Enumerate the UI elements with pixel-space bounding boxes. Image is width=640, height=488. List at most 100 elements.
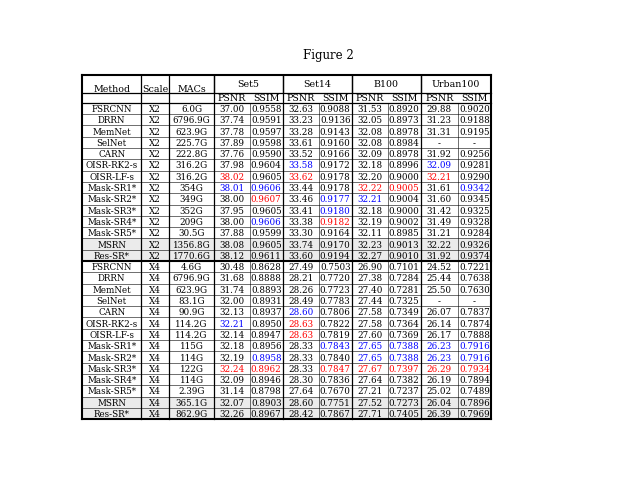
Text: 0.8984: 0.8984 [388,139,420,147]
Text: 0.8937: 0.8937 [251,308,282,317]
Text: 27.58: 27.58 [357,319,382,328]
Text: 32.24: 32.24 [219,364,244,373]
Text: 26.39: 26.39 [427,409,452,418]
Text: 122G: 122G [180,364,204,373]
Text: 6796.9G: 6796.9G [173,116,211,125]
Text: 32.00: 32.00 [220,296,244,305]
Text: 0.7751: 0.7751 [320,398,351,407]
Text: B100: B100 [374,80,399,89]
Text: 0.9195: 0.9195 [460,127,490,136]
Text: Figure 2: Figure 2 [303,49,353,62]
Text: 0.7836: 0.7836 [320,375,351,385]
Text: 115G: 115G [180,342,204,350]
Text: 0.7969: 0.7969 [460,409,490,418]
Text: 0.9606: 0.9606 [251,218,282,226]
Text: 0.7101: 0.7101 [388,263,420,272]
Text: 0.8628: 0.8628 [251,263,282,272]
Text: 0.9328: 0.9328 [460,218,490,226]
Text: 27.38: 27.38 [357,274,382,283]
Text: 0.7349: 0.7349 [388,308,419,317]
Text: 0.8920: 0.8920 [388,105,419,114]
Text: 38.00: 38.00 [220,218,244,226]
Text: -: - [438,139,441,147]
Text: 0.9342: 0.9342 [459,183,490,193]
Text: 0.9591: 0.9591 [251,116,282,125]
Text: 6796.9G: 6796.9G [173,274,211,283]
Text: MemNet: MemNet [92,127,131,136]
Text: 27.49: 27.49 [288,263,314,272]
Text: 33.61: 33.61 [288,139,313,147]
Text: 37.98: 37.98 [220,161,244,170]
Text: 0.9605: 0.9605 [251,206,282,215]
Text: 0.7397: 0.7397 [389,364,419,373]
Text: 349G: 349G [180,195,204,204]
Text: 0.9182: 0.9182 [320,218,351,226]
Text: 31.61: 31.61 [427,183,452,193]
Text: 0.9188: 0.9188 [459,116,490,125]
Text: Mask-SR5*: Mask-SR5* [87,386,136,396]
Text: Mask-SR2*: Mask-SR2* [87,353,136,362]
Text: 0.9000: 0.9000 [388,206,419,215]
Text: 0.7822: 0.7822 [320,319,351,328]
Text: X4: X4 [149,308,161,317]
Text: 0.8947: 0.8947 [251,330,282,339]
Text: Set14: Set14 [303,80,332,89]
Text: 0.9284: 0.9284 [459,229,490,238]
Text: 623.9G: 623.9G [175,285,207,294]
Text: X4: X4 [149,375,161,385]
Text: 0.9325: 0.9325 [460,206,490,215]
Text: PSNR: PSNR [287,94,315,103]
Text: 26.14: 26.14 [427,319,452,328]
Text: 28.63: 28.63 [288,330,314,339]
Text: 0.8996: 0.8996 [389,161,419,170]
Text: 26.19: 26.19 [427,375,452,385]
Text: 26.29: 26.29 [427,364,452,373]
Text: 32.08: 32.08 [357,127,382,136]
Text: 225.7G: 225.7G [175,139,208,147]
Text: 0.7840: 0.7840 [320,353,351,362]
Text: 0.9178: 0.9178 [320,172,351,182]
Text: X2: X2 [149,183,161,193]
Text: X4: X4 [149,342,161,350]
Text: FSRCNN: FSRCNN [92,105,132,114]
Text: 0.7837: 0.7837 [459,308,490,317]
Text: 27.65: 27.65 [357,353,382,362]
Text: 1770.6G: 1770.6G [173,251,211,260]
Text: 37.89: 37.89 [220,139,244,147]
Text: 31.14: 31.14 [219,386,244,396]
Text: 32.08: 32.08 [357,139,382,147]
Text: 27.71: 27.71 [357,409,382,418]
Text: FSRCNN: FSRCNN [92,263,132,272]
Text: 0.9002: 0.9002 [388,218,419,226]
Text: SelNet: SelNet [97,139,127,147]
Text: -: - [473,296,476,305]
Text: 32.20: 32.20 [357,172,382,182]
Text: X2: X2 [149,195,161,204]
Text: 0.7888: 0.7888 [459,330,490,339]
Text: X4: X4 [149,353,161,362]
Text: 0.9172: 0.9172 [320,161,351,170]
Text: 32.05: 32.05 [357,116,382,125]
Text: 0.7388: 0.7388 [388,342,419,350]
Text: 365.1G: 365.1G [175,398,207,407]
Text: MemNet: MemNet [92,285,131,294]
Text: 0.7281: 0.7281 [388,285,420,294]
Text: X4: X4 [149,409,161,418]
Text: 37.74: 37.74 [219,116,244,125]
Text: CARN: CARN [98,308,125,317]
Bar [83,76,491,419]
Text: 30.48: 30.48 [219,263,244,272]
Text: 25.02: 25.02 [427,386,452,396]
Text: 27.67: 27.67 [357,364,382,373]
Text: X4: X4 [149,296,161,305]
Text: X4: X4 [149,364,161,373]
Text: 0.9013: 0.9013 [389,240,419,249]
Text: 26.04: 26.04 [427,398,452,407]
Text: 209G: 209G [180,218,204,226]
Text: 27.21: 27.21 [357,386,382,396]
Text: 37.00: 37.00 [220,105,244,114]
Text: 32.18: 32.18 [357,206,382,215]
Text: 28.49: 28.49 [288,296,314,305]
Text: Mask-SR3*: Mask-SR3* [87,206,136,215]
Text: DRRN: DRRN [98,116,125,125]
